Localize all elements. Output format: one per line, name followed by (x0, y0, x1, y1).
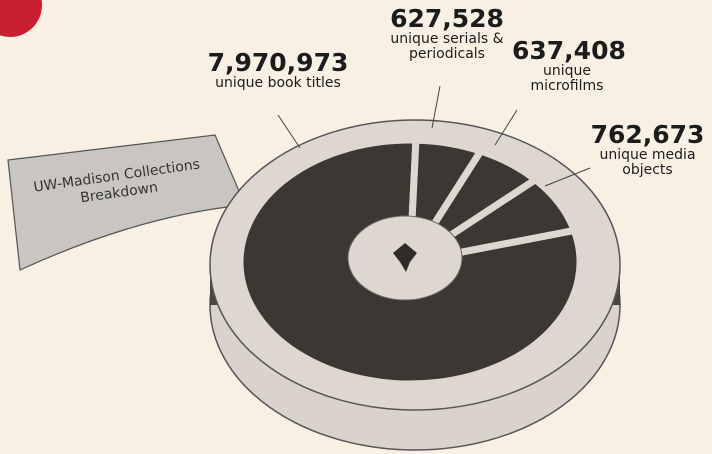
data-label: 627,528 unique serials & periodicals (382, 6, 512, 62)
category-label: unique serials & periodicals (382, 32, 512, 61)
data-label: 637,408 unique microfilms (512, 38, 622, 94)
data-label: 762,673 unique media objects (585, 122, 710, 178)
category-label: unique microfilms (512, 64, 622, 93)
value-label: 7,970,973 (178, 50, 378, 76)
value-label: 637,408 (512, 38, 622, 64)
value-label: 627,528 (382, 6, 512, 32)
leader-line (278, 115, 300, 148)
category-label: unique media objects (585, 148, 710, 177)
category-label: unique book titles (178, 76, 378, 91)
value-label: 762,673 (585, 122, 710, 148)
data-label: 7,970,973 unique book titles (178, 50, 378, 91)
corner-badge (0, 0, 42, 37)
reel-hub (348, 216, 462, 300)
page: {"chart_data": {"type": "pie", "title": … (0, 0, 712, 454)
